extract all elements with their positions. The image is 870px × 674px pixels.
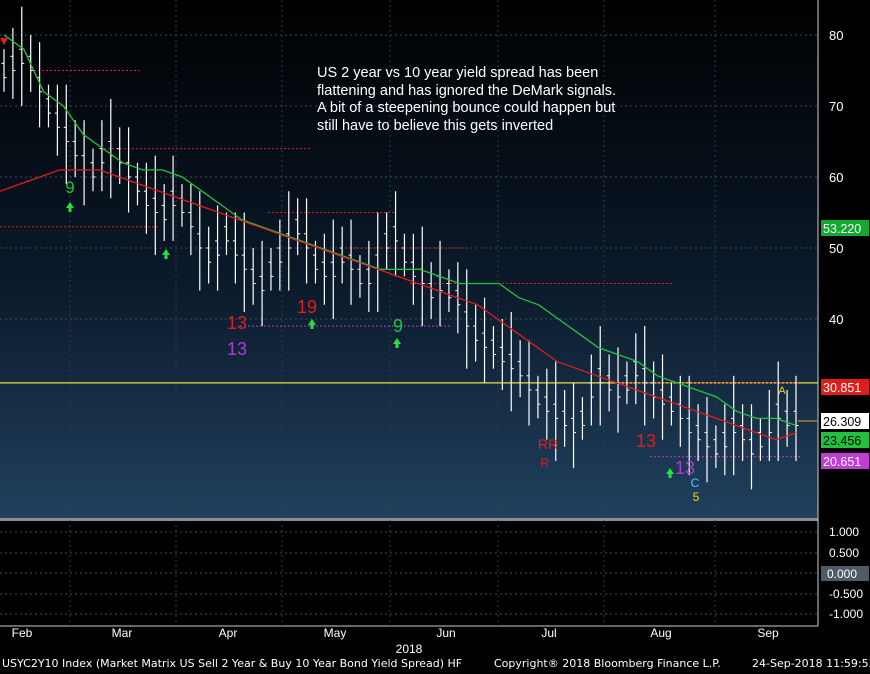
demark-label: 5 <box>693 490 700 504</box>
demark-label: A <box>778 385 786 397</box>
moving-average-line <box>0 169 797 441</box>
x-tick-label: Jul <box>541 626 556 640</box>
lower-y-tick-label: -0.500 <box>829 587 863 601</box>
buy-arrow-icon <box>393 338 401 348</box>
x-tick-label: Mar <box>112 626 133 640</box>
y-tick-label: 60 <box>829 170 843 185</box>
value-tag-box <box>821 379 869 395</box>
value-tag-text: 20.651 <box>823 455 861 469</box>
x-tick-label: Sep <box>757 626 779 640</box>
lower-value-tag-box <box>821 566 869 581</box>
buy-arrow-icon <box>308 319 316 329</box>
demark-label: C <box>691 476 700 490</box>
chart-annotation: US 2 year vs 10 year yield spread has be… <box>317 65 617 134</box>
value-tag-box <box>821 220 869 236</box>
demark-label: 13 <box>227 339 247 359</box>
x-tick-label: May <box>324 626 347 640</box>
year-label: 2018 <box>396 642 423 656</box>
sell-arrow-icon <box>0 38 8 45</box>
buy-arrow-icon <box>666 468 674 478</box>
main-plot-background <box>0 0 818 518</box>
value-tag-text: 53.220 <box>823 222 861 236</box>
demark-label: 13 <box>227 313 247 333</box>
x-tick-label: Jun <box>436 626 455 640</box>
y-tick-label: 70 <box>829 99 843 114</box>
demark-label: R <box>541 456 550 470</box>
footer-index-description: USYC2Y10 Index (Market Matrix US Sell 2 … <box>2 657 463 670</box>
lower-value-tag-text: 0.000 <box>827 567 857 581</box>
demark-label: 13 <box>675 458 695 478</box>
y-tick-label: 80 <box>829 28 843 43</box>
panel-separator <box>0 518 818 521</box>
demark-label: 9 <box>65 178 74 197</box>
value-tag-text: 23.456 <box>823 434 861 448</box>
value-tag-text: 26.309 <box>823 415 861 429</box>
y-tick-label: 40 <box>829 312 843 327</box>
value-tag-box <box>821 432 869 448</box>
footer-timestamp: 24-Sep-2018 11:59:53 <box>752 657 870 670</box>
lower-y-tick-label: 1.000 <box>829 525 859 539</box>
demark-label: 19 <box>297 297 317 317</box>
lower-y-tick-label: -1.000 <box>829 607 863 621</box>
x-tick-label: Aug <box>650 626 671 640</box>
y-tick-label: 50 <box>829 241 843 256</box>
lower-y-tick-label: 0.500 <box>829 546 859 560</box>
demark-label: 9 <box>393 316 403 336</box>
value-tag-box <box>821 413 869 429</box>
moving-average-line <box>3 34 797 427</box>
value-tag-box <box>821 453 869 469</box>
x-tick-label: Feb <box>12 626 33 640</box>
value-tag-text: 30.851 <box>823 381 861 395</box>
x-tick-label: Apr <box>219 626 238 640</box>
footer-copyright: Copyright® 2018 Bloomberg Finance L.P. <box>494 657 721 670</box>
buy-arrow-icon <box>66 202 74 212</box>
demark-label: 13 <box>636 431 656 451</box>
buy-arrow-icon <box>162 249 170 259</box>
demark-label: RR <box>538 436 558 452</box>
